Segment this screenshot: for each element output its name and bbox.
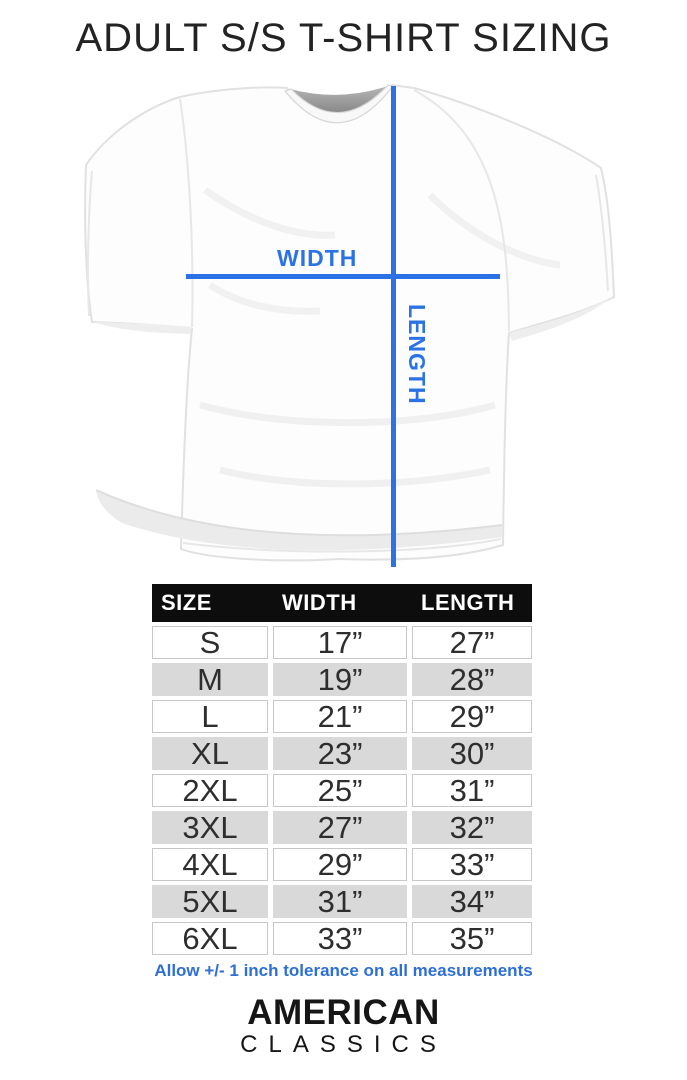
tshirt-body <box>84 83 616 562</box>
left-sleeve-shadow <box>94 322 192 334</box>
table-row: 5XL 31” 34” <box>152 885 532 918</box>
table-row: 2XL 25” 31” <box>152 774 532 807</box>
width-cell: 19” <box>273 663 407 696</box>
width-label: WIDTH <box>277 245 358 271</box>
header-width: WIDTH <box>282 590 357 615</box>
tshirt-illustration <box>84 83 616 562</box>
width-cell: 27” <box>273 811 407 844</box>
width-measure-line <box>186 274 500 279</box>
width-cell: 33” <box>273 922 407 955</box>
table-row: M 19” 28” <box>152 663 532 696</box>
width-cell: 31” <box>273 885 407 918</box>
length-cell: 32” <box>412 811 532 844</box>
length-label: LENGTH <box>404 304 430 405</box>
length-cell: 29” <box>412 700 532 733</box>
table-row: XL 23” 30” <box>152 737 532 770</box>
size-cell: 3XL <box>152 811 268 844</box>
size-cell: S <box>152 626 268 659</box>
length-cell: 27” <box>412 626 532 659</box>
table-row: S 17” 27” <box>152 626 532 659</box>
length-cell: 31” <box>412 774 532 807</box>
size-cell: XL <box>152 737 268 770</box>
hem-fold-line <box>95 489 503 537</box>
brand-name: AMERICAN <box>247 993 440 1032</box>
brand-subname: CLASSICS <box>240 1031 447 1058</box>
right-sleeve-shadow <box>509 296 613 341</box>
length-measure-line <box>391 86 396 567</box>
table-row: 3XL 27” 32” <box>152 811 532 844</box>
length-cell: 33” <box>412 848 532 881</box>
seam-lines <box>87 89 609 553</box>
size-cell: 6XL <box>152 922 268 955</box>
size-table: S 17” 27” M 19” 28” L 21” 29” XL 23” 30”… <box>152 626 532 955</box>
length-cell: 28” <box>412 663 532 696</box>
size-cell: L <box>152 700 268 733</box>
tshirt-graphic <box>0 75 687 580</box>
tolerance-note: Allow +/- 1 inch tolerance on all measur… <box>154 961 533 980</box>
hem-fold <box>96 490 502 551</box>
size-cell: 4XL <box>152 848 268 881</box>
fabric-wrinkles <box>199 187 561 488</box>
size-cell: 5XL <box>152 885 268 918</box>
brand-logo: AMERICAN CLASSICS <box>0 995 687 1057</box>
table-row: L 21” 29” <box>152 700 532 733</box>
length-cell: 34” <box>412 885 532 918</box>
table-row: 6XL 33” 35” <box>152 922 532 955</box>
size-cell: M <box>152 663 268 696</box>
width-cell: 25” <box>273 774 407 807</box>
width-cell: 29” <box>273 848 407 881</box>
length-cell: 35” <box>412 922 532 955</box>
size-cell: 2XL <box>152 774 268 807</box>
width-cell: 21” <box>273 700 407 733</box>
table-row: 4XL 29” 33” <box>152 848 532 881</box>
table-header: SIZE WIDTH LENGTH <box>152 584 532 622</box>
length-cell: 30” <box>412 737 532 770</box>
collar-band <box>283 84 395 124</box>
header-size: SIZE <box>161 590 212 615</box>
page-title: ADULT S/S T-SHIRT SIZING <box>75 16 612 60</box>
width-cell: 23” <box>273 737 407 770</box>
header-length: LENGTH <box>421 590 515 615</box>
width-cell: 17” <box>273 626 407 659</box>
